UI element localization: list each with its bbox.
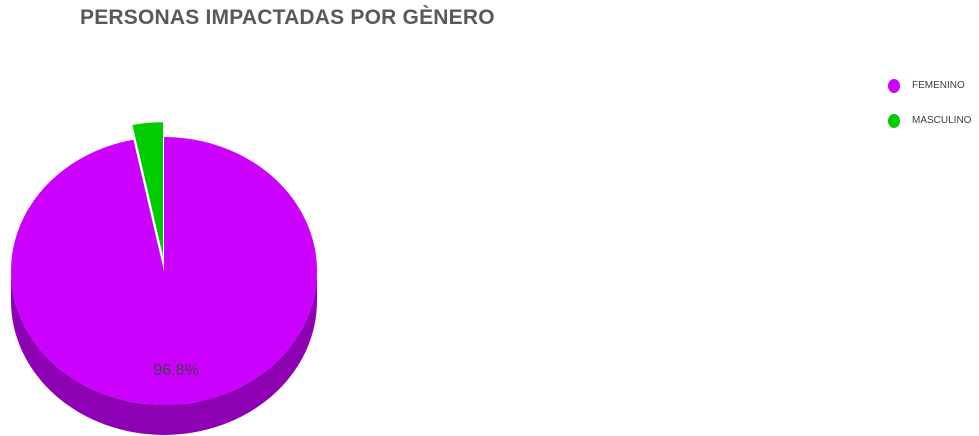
legend-swatch-femenino xyxy=(888,78,900,93)
chart-title: PERSONAS IMPACTADAS POR GÈNERO xyxy=(80,6,495,29)
pie-slice-femenino xyxy=(10,137,317,405)
legend-item-masculino: MASCULINO xyxy=(888,111,971,130)
legend-label-femenino: FEMENINO xyxy=(912,80,965,91)
legend-item-femenino: FEMENINO xyxy=(888,76,971,95)
data-label-femenino: 96,8% xyxy=(153,362,198,379)
legend-swatch-masculino xyxy=(888,113,900,128)
legend-label-masculino: MASCULINO xyxy=(912,115,972,126)
pie-side-femenino xyxy=(11,271,317,435)
pie-slice-masculino xyxy=(132,122,163,257)
pie-3d-side xyxy=(11,271,317,435)
pie-slices xyxy=(10,122,317,405)
legend: FEMENINO MASCULINO xyxy=(888,76,971,146)
pie-data-labels: 96,8% xyxy=(153,362,198,379)
